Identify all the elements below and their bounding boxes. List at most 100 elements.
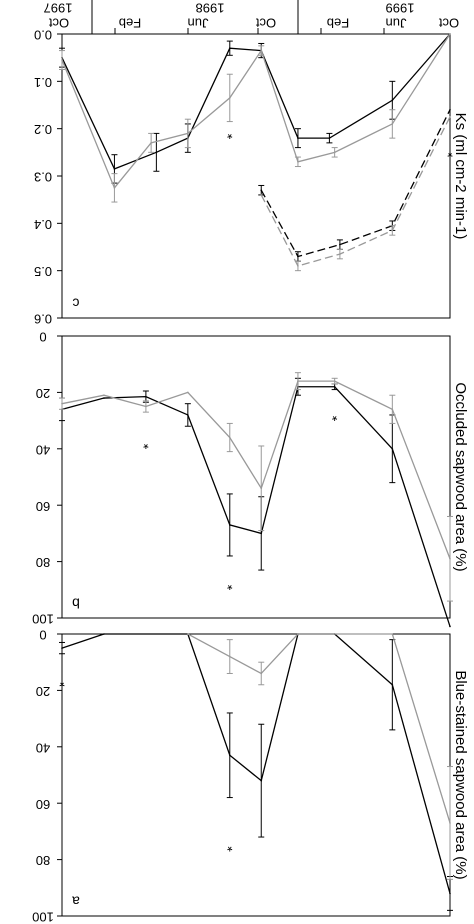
data-point <box>228 655 231 658</box>
data-point <box>449 108 451 111</box>
panel-label: a <box>72 893 80 909</box>
data-point <box>260 487 263 490</box>
y-tick-label: 0.6 <box>34 312 52 327</box>
data-point <box>113 187 116 189</box>
data-point <box>297 137 299 139</box>
data-point <box>260 779 263 782</box>
data-point <box>260 532 263 535</box>
y-tick-label: 0.0 <box>34 28 52 43</box>
data-point <box>449 625 451 628</box>
y-tick-label: 60 <box>36 499 50 514</box>
data-point <box>449 557 451 560</box>
month-label: Oct <box>49 16 70 31</box>
y-tick-label: 0 <box>39 628 46 643</box>
data-point <box>449 892 451 895</box>
data-point <box>103 397 105 399</box>
data-point <box>187 414 189 416</box>
y-tick-label: 20 <box>36 684 50 699</box>
series-line-3 <box>260 116 451 267</box>
data-point <box>145 405 147 408</box>
y-tick-label: 40 <box>36 442 50 457</box>
y-tick-label: 80 <box>36 555 50 570</box>
month-label: Oct <box>256 16 277 31</box>
y-axis-title: Occluded sapwood area (%) <box>452 382 469 571</box>
data-point <box>391 408 394 411</box>
series-line-1 <box>187 633 451 824</box>
year-label: 1999 <box>386 1 415 16</box>
month-label: Jun <box>188 16 209 31</box>
data-point <box>391 229 394 232</box>
data-point <box>155 151 158 154</box>
panel-b: 0 20 40 60 80 100 Occluded sapwood area (%) b * *… <box>32 330 469 628</box>
y-tick-label: 0.1 <box>34 75 52 90</box>
data-point <box>228 524 231 526</box>
significance-asterisk: * <box>227 127 233 143</box>
data-point <box>333 380 336 382</box>
significance-asterisk: * <box>331 408 337 424</box>
significance-asterisk: * <box>59 675 65 691</box>
month-label: Jun <box>386 16 407 31</box>
data-point <box>260 49 263 52</box>
y-tick-label: 100 <box>32 910 54 924</box>
series-line-0 <box>61 633 451 894</box>
series-line-0 <box>61 386 451 627</box>
significance-asterisk: * <box>227 839 233 855</box>
data-point <box>228 436 231 439</box>
y-tick-label: 80 <box>36 853 50 868</box>
data-point <box>187 391 189 394</box>
data-point <box>260 672 263 675</box>
y-tick-label: 100 <box>32 612 54 627</box>
data-point <box>297 265 299 267</box>
month-label: Feb <box>119 16 141 31</box>
significance-asterisk: * <box>447 146 453 162</box>
data-point <box>297 255 299 258</box>
y-tick-label: 60 <box>36 797 50 812</box>
plot-frame <box>61 633 451 917</box>
data-point <box>333 151 336 154</box>
panel-label: b <box>72 595 80 611</box>
data-point <box>449 33 451 35</box>
panel-label: c <box>73 295 80 311</box>
plot-frame <box>61 33 451 319</box>
data-point <box>260 189 263 191</box>
data-point <box>328 137 331 139</box>
panel-a: 0 20 40 60 80 100 Blue-stained sapwood area (%… <box>32 628 469 924</box>
year-label: 1998 <box>196 1 225 16</box>
y-tick-label: 0.3 <box>34 170 52 185</box>
data-point <box>333 385 336 388</box>
data-point <box>339 253 341 255</box>
data-point <box>297 633 299 635</box>
data-point <box>150 142 152 144</box>
data-point <box>61 402 63 405</box>
data-point <box>187 132 189 135</box>
data-point <box>61 59 63 61</box>
data-point <box>103 394 105 397</box>
data-point <box>297 161 299 163</box>
data-point <box>391 633 394 635</box>
month-label: Feb <box>327 16 349 31</box>
data-point <box>449 116 451 118</box>
y-axis-title: Blue-stained sapwood area (%) <box>452 670 469 879</box>
panel-c: 0.0 0.1 0.2 0.3 0.4 0.5 0.6 Ks (ml cm-2 min-1) c… <box>34 28 469 327</box>
data-point <box>449 822 451 824</box>
data-point <box>391 448 394 450</box>
data-point <box>103 633 105 635</box>
series-line-1 <box>61 33 451 190</box>
data-point <box>391 99 394 102</box>
data-point <box>339 243 341 246</box>
data-point <box>228 754 231 757</box>
data-point <box>391 683 394 686</box>
data-point <box>61 647 63 649</box>
data-point <box>228 47 231 49</box>
y-tick-label: 40 <box>36 740 50 755</box>
y-tick-label: 20 <box>36 386 50 401</box>
y-tick-label: 0.2 <box>34 122 52 137</box>
series-line-1 <box>61 380 451 560</box>
month-label: Oct <box>439 16 460 31</box>
significance-asterisk: * <box>143 436 149 452</box>
plot-frame <box>61 335 451 619</box>
data-point <box>228 97 231 99</box>
significance-asterisk: * <box>227 577 233 593</box>
data-point <box>113 168 116 170</box>
